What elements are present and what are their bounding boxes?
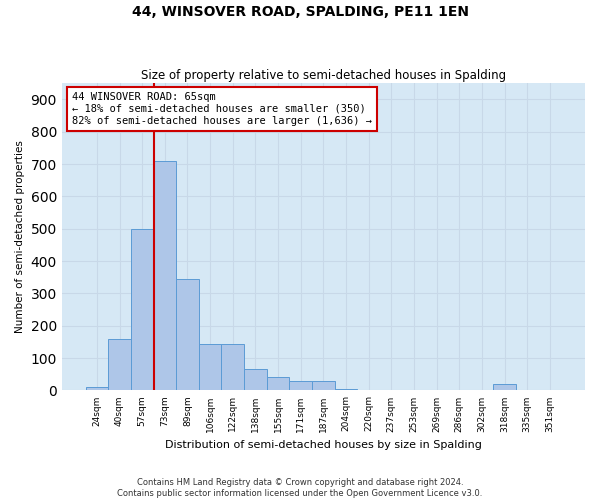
Text: 44 WINSOVER ROAD: 65sqm
← 18% of semi-detached houses are smaller (350)
82% of s: 44 WINSOVER ROAD: 65sqm ← 18% of semi-de… <box>72 92 372 126</box>
Bar <box>493 384 516 390</box>
Bar <box>86 387 108 390</box>
Bar <box>108 338 131 390</box>
Bar <box>289 380 312 390</box>
Title: Size of property relative to semi-detached houses in Spalding: Size of property relative to semi-detach… <box>141 69 506 82</box>
X-axis label: Distribution of semi-detached houses by size in Spalding: Distribution of semi-detached houses by … <box>165 440 482 450</box>
Bar <box>267 378 289 390</box>
Bar <box>335 389 358 390</box>
Bar <box>221 344 244 390</box>
Bar <box>199 344 221 390</box>
Bar <box>312 380 335 390</box>
Text: Contains HM Land Registry data © Crown copyright and database right 2024.
Contai: Contains HM Land Registry data © Crown c… <box>118 478 482 498</box>
Bar <box>131 228 154 390</box>
Bar <box>176 279 199 390</box>
Text: 44, WINSOVER ROAD, SPALDING, PE11 1EN: 44, WINSOVER ROAD, SPALDING, PE11 1EN <box>131 5 469 19</box>
Y-axis label: Number of semi-detached properties: Number of semi-detached properties <box>15 140 25 333</box>
Bar <box>154 161 176 390</box>
Bar <box>244 370 267 390</box>
